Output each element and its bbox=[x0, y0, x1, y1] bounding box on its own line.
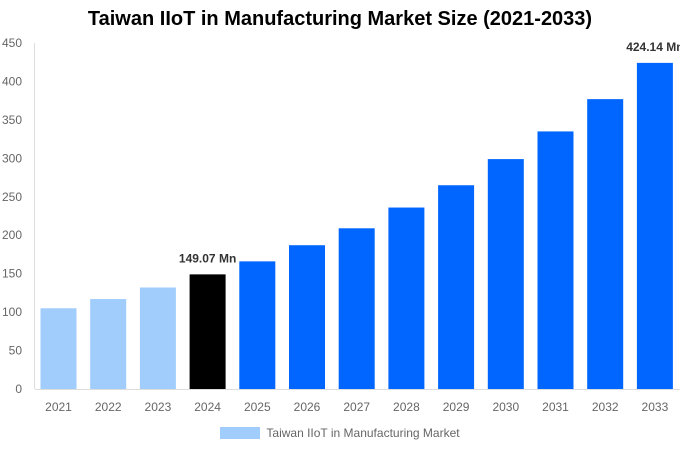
x-tick-label: 2033 bbox=[642, 400, 669, 414]
x-tick-label: 2022 bbox=[95, 400, 122, 414]
legend-label[interactable]: Taiwan IIoT in Manufacturing Market bbox=[266, 426, 460, 440]
y-tick-label: 50 bbox=[9, 344, 23, 358]
x-tick-label: 2027 bbox=[343, 400, 370, 414]
data-label: 149.07 Mn bbox=[179, 251, 236, 265]
x-tick-label: 2028 bbox=[393, 400, 420, 414]
bar-2025[interactable] bbox=[239, 261, 276, 389]
y-tick-label: 150 bbox=[2, 267, 22, 281]
y-tick-label: 300 bbox=[2, 151, 22, 165]
y-tick-label: 450 bbox=[2, 36, 22, 50]
bar-2021[interactable] bbox=[40, 308, 77, 389]
y-tick-label: 350 bbox=[2, 113, 22, 127]
y-tick-label: 400 bbox=[2, 74, 22, 88]
legend: Taiwan IIoT in Manufacturing Market bbox=[0, 426, 680, 440]
x-tick-label: 2029 bbox=[443, 400, 470, 414]
bar-2026[interactable] bbox=[289, 245, 325, 389]
bar-2024[interactable] bbox=[189, 274, 226, 389]
y-tick-label: 200 bbox=[2, 228, 22, 242]
y-tick-label: 100 bbox=[2, 305, 22, 319]
x-tick-label: 2021 bbox=[45, 400, 72, 414]
data-label: 424.14 Mn bbox=[626, 40, 680, 54]
x-tick-label: 2031 bbox=[542, 400, 569, 414]
x-tick-label: 2026 bbox=[294, 400, 321, 414]
legend-swatch bbox=[220, 427, 261, 439]
bar-2022[interactable] bbox=[90, 299, 127, 389]
bar-2027[interactable] bbox=[338, 228, 375, 389]
chart-title: Taiwan IIoT in Manufacturing Market Size… bbox=[87, 8, 593, 30]
bar-2032[interactable] bbox=[587, 99, 624, 389]
x-tick-label: 2030 bbox=[492, 400, 519, 414]
bar-2031[interactable] bbox=[537, 131, 574, 389]
y-tick-label: 250 bbox=[2, 190, 22, 204]
bar-2023[interactable] bbox=[139, 287, 176, 389]
y-tick-label: 0 bbox=[15, 382, 22, 396]
x-tick-label: 2025 bbox=[244, 400, 271, 414]
x-tick-label: 2024 bbox=[194, 400, 221, 414]
bar-2028[interactable] bbox=[388, 207, 425, 389]
bar-2033[interactable] bbox=[636, 62, 673, 390]
x-tick-label: 2023 bbox=[145, 400, 172, 414]
bar-2029[interactable] bbox=[438, 185, 475, 389]
x-tick-label: 2032 bbox=[592, 400, 619, 414]
bar-2030[interactable] bbox=[487, 159, 524, 389]
